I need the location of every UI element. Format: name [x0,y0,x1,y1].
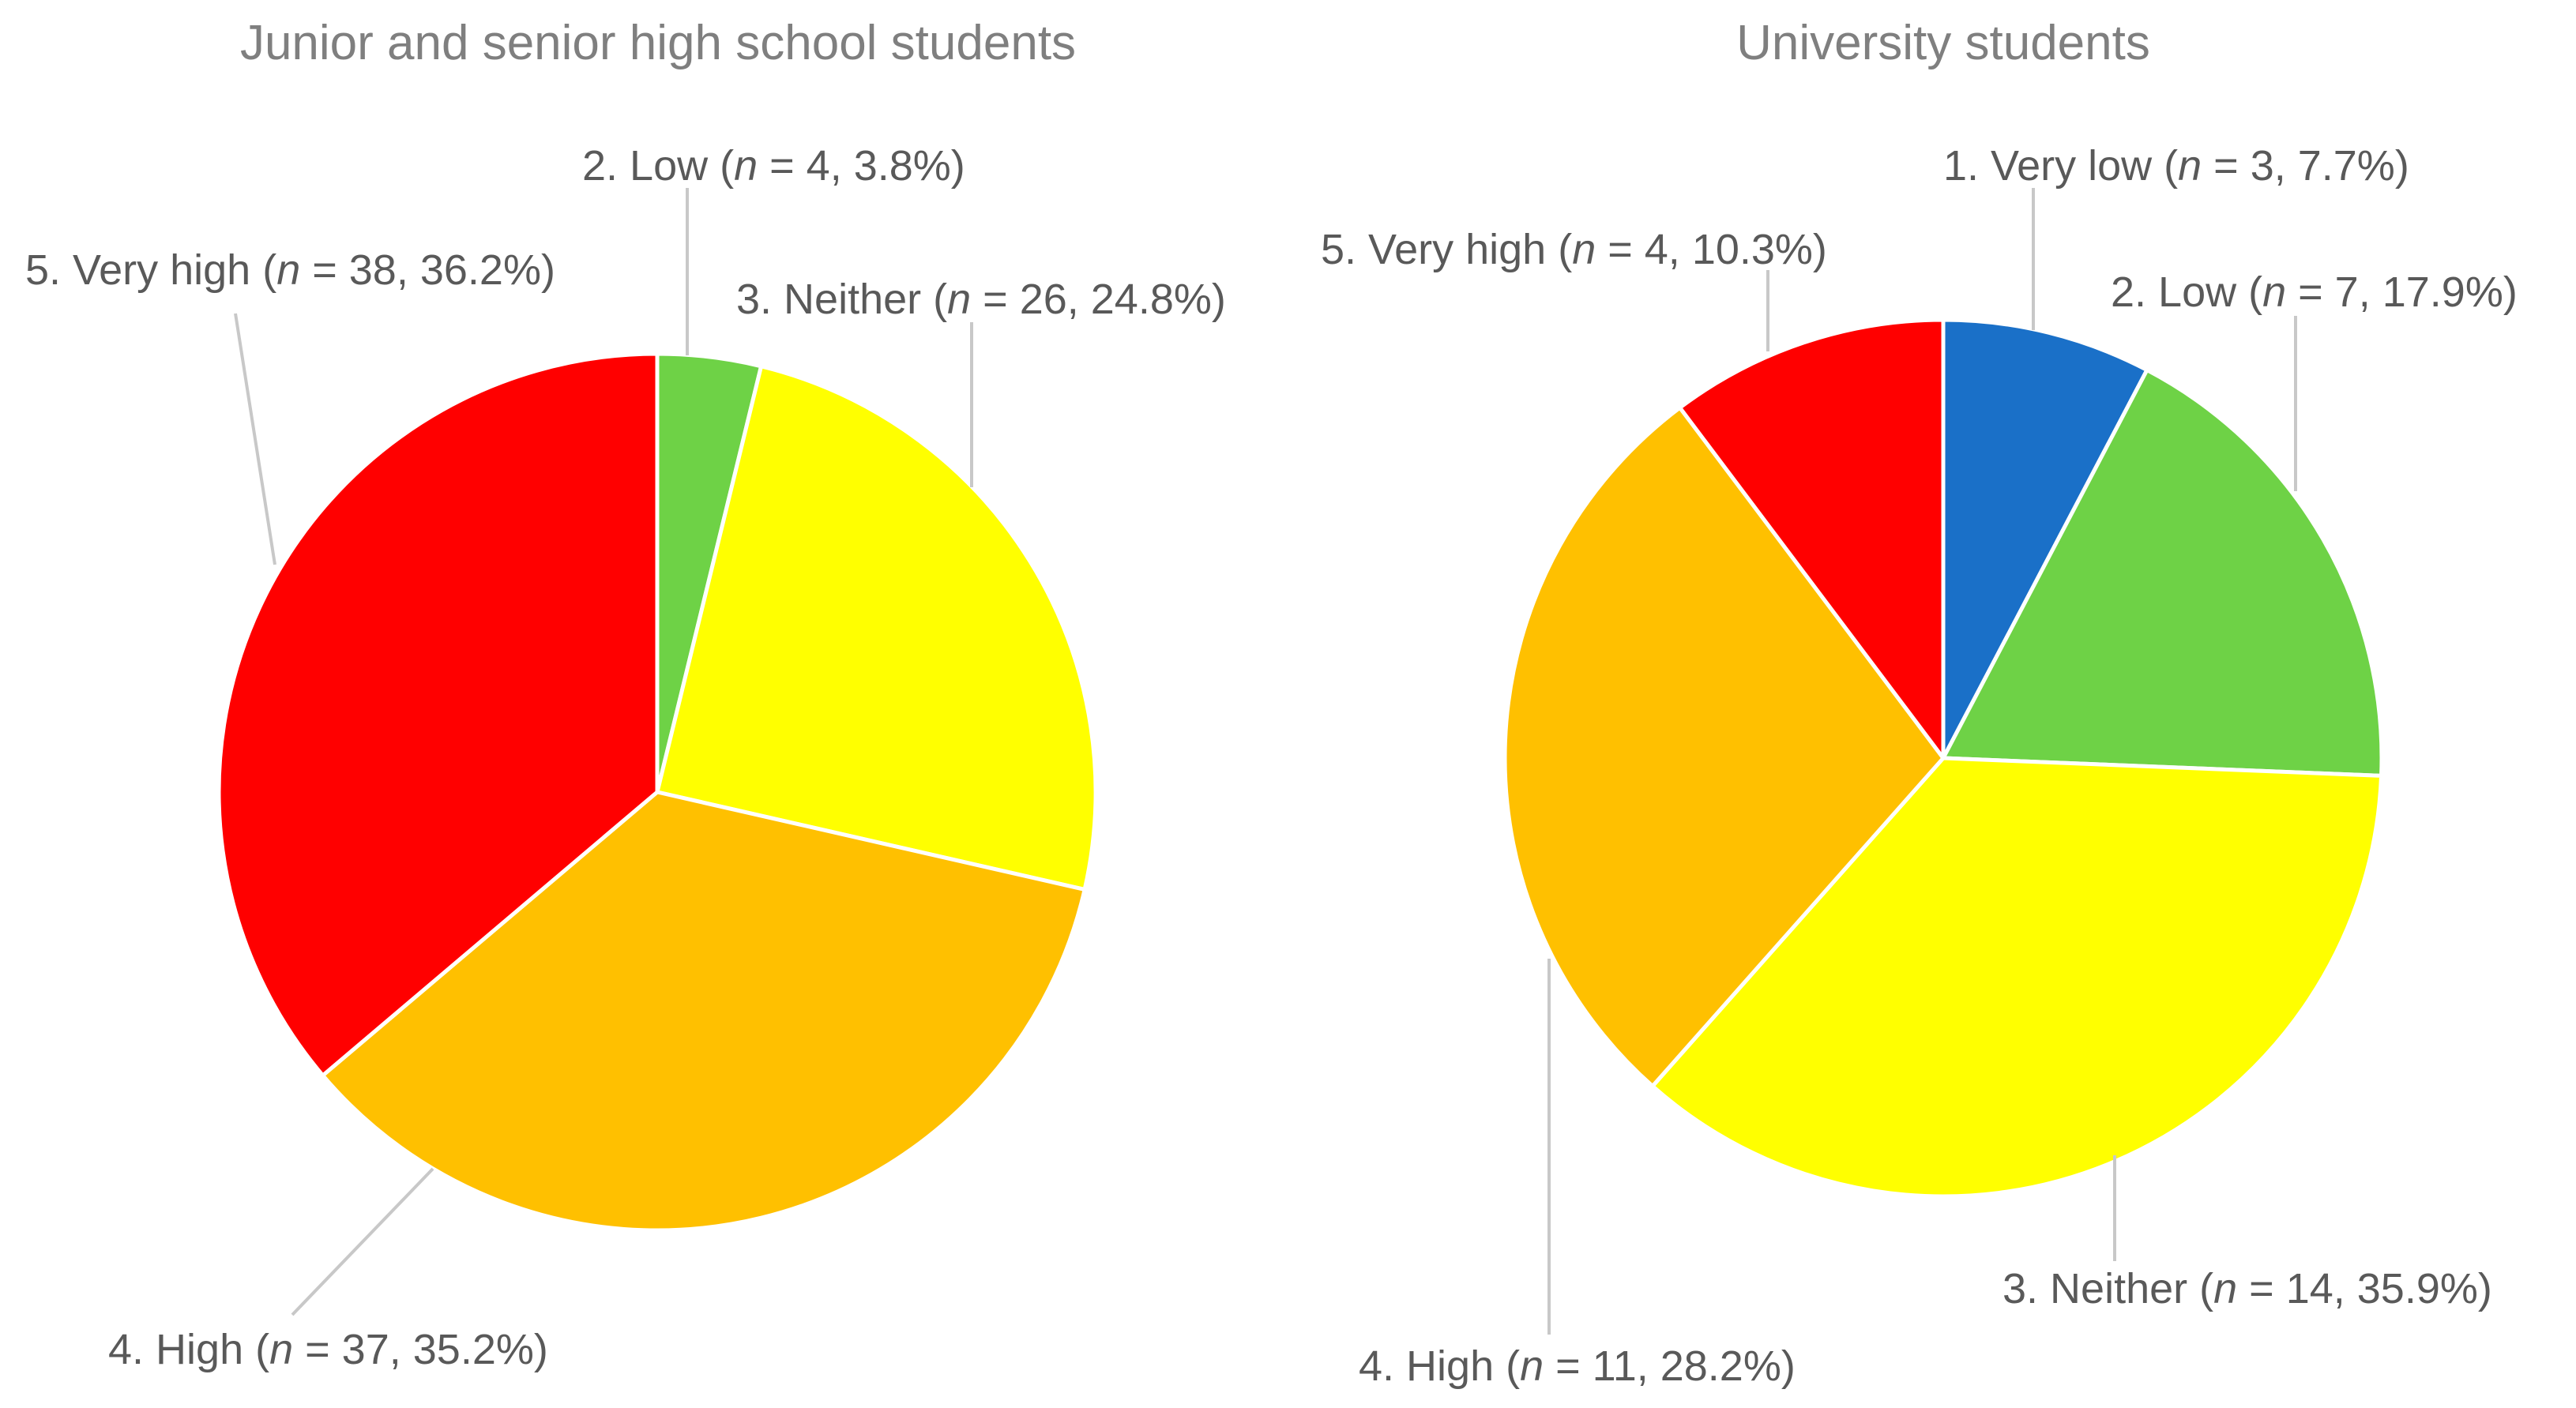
pie-slice-very-low [1941,317,2149,760]
pie-chart-university: University students 1. Very low (n = 3, … [1321,16,2518,1390]
pie-slice-very-high [216,351,660,1078]
leader-line-very-high [234,313,276,565]
slice-label-very-high: 5. Very high (n = 4, 10.3%) [1321,226,1827,273]
slice-label-low: 2. Low (n = 7, 17.9%) [2111,268,2518,316]
slice-label-neither: 3. Neither (n = 26, 24.8%) [736,276,1226,323]
pie-slice-high [1502,405,1946,1088]
chart-title-high-school: Junior and senior high school students [240,16,1076,70]
leader-line-high [291,1167,434,1316]
slice-label-high: 4. High (n = 37, 35.2%) [108,1326,548,1373]
slice-label-very-high: 5. Very high (n = 38, 36.2%) [25,246,555,294]
slice-label-very-low: 1. Very low (n = 3, 7.7%) [1943,142,2409,190]
slice-label-low: 2. Low (n = 4, 3.8%) [582,142,965,190]
pie-slice-very-high [1678,317,1946,760]
pie-slice-neither [655,364,1098,892]
slice-label-neither: 3. Neither (n = 14, 35.9%) [2003,1265,2492,1312]
slice-label-high: 4. High (n = 11, 28.2%) [1359,1342,1796,1390]
pie-slice-high [321,790,1087,1233]
pie-slice-low [1941,368,2384,778]
chart-title-university: University students [1736,16,2150,70]
pie-chart-high-school: Junior and senior high school students 2… [25,16,1226,1373]
